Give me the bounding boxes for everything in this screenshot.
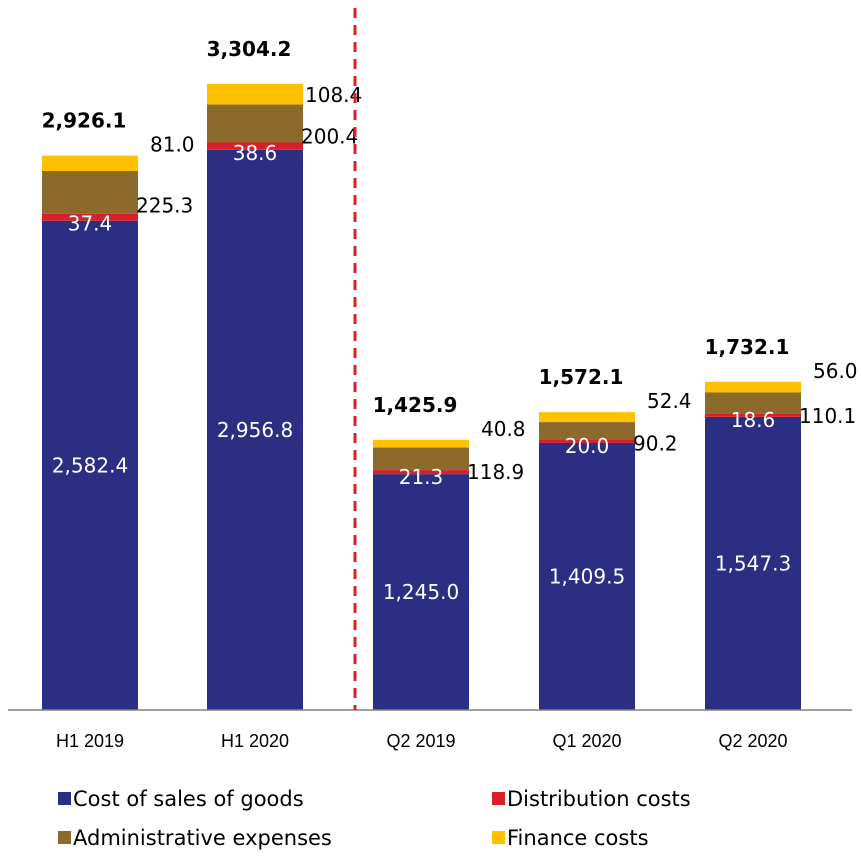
legend-label-1: Cost of sales of goods (73, 787, 304, 811)
bar-segment-4-5 (705, 381, 801, 393)
data-label-distribution: 21.3 (399, 465, 444, 489)
data-label-finance: 52.4 (647, 389, 692, 413)
bar-segment-3-5 (705, 392, 801, 414)
data-label-administrative: 200.4 (301, 125, 358, 149)
x-tick-label: H1 2020 (221, 731, 289, 751)
data-label-finance: 40.8 (481, 417, 526, 441)
bar-segment-4-1 (42, 155, 138, 171)
bar-segment-2-2 (207, 142, 303, 150)
bar-segment-2-4 (539, 439, 635, 443)
total-label: 1,425.9 (373, 393, 458, 417)
legend-label-2: Distribution costs (507, 787, 691, 811)
bar-segment-1-1 (42, 220, 138, 711)
total-label: 2,926.1 (42, 109, 127, 133)
bar-segment-1-4 (539, 442, 635, 710)
legend-label-4: Finance costs (507, 826, 649, 850)
bar-segment-2-1 (42, 213, 138, 221)
data-label-distribution: 37.4 (68, 212, 113, 236)
bar-segment-3-3 (373, 447, 469, 471)
x-tick-label: H1 2019 (56, 731, 124, 751)
legend-swatch-4 (492, 831, 505, 844)
data-label-administrative: 90.2 (633, 432, 678, 456)
data-label-cost-of-sales: 2,956.8 (217, 418, 293, 442)
bar-segment-1-5 (705, 416, 801, 710)
bar-segment-2-5 (705, 413, 801, 417)
data-label-distribution: 20.0 (565, 434, 610, 458)
bar-segment-3-1 (42, 170, 138, 214)
x-tick-label: Q2 2019 (386, 731, 455, 751)
legend-swatch-3 (58, 831, 71, 844)
x-tick-label: Q2 2020 (718, 731, 787, 751)
legend-swatch-1 (58, 792, 71, 805)
data-label-cost-of-sales: 1,547.3 (715, 551, 791, 575)
data-label-administrative: 225.3 (136, 193, 193, 217)
bar-segment-1-2 (207, 149, 303, 710)
data-label-finance: 81.0 (150, 133, 195, 157)
data-label-distribution: 18.6 (731, 408, 776, 432)
data-label-cost-of-sales: 1,245.0 (383, 580, 459, 604)
x-tick-label: Q1 2020 (552, 731, 621, 751)
legend-label-3: Administrative expenses (73, 826, 332, 850)
bar-segment-2-3 (373, 470, 469, 475)
bar-segment-3-4 (539, 422, 635, 440)
total-label: 3,304.2 (207, 37, 292, 61)
total-label: 1,572.1 (539, 365, 624, 389)
bar-segment-4-2 (207, 84, 303, 105)
data-label-finance: 56.0 (813, 359, 858, 383)
bar-segment-3-2 (207, 104, 303, 143)
data-label-finance: 108.4 (305, 83, 362, 107)
data-label-cost-of-sales: 2,582.4 (52, 453, 128, 477)
total-label: 1,732.1 (705, 335, 790, 359)
data-label-distribution: 38.6 (233, 141, 278, 165)
data-label-cost-of-sales: 1,409.5 (549, 564, 625, 588)
bar-segment-1-3 (373, 474, 469, 710)
data-label-administrative: 110.1 (799, 404, 856, 428)
bar-segment-4-4 (539, 412, 635, 423)
bar-segment-4-3 (373, 439, 469, 448)
data-label-administrative: 118.9 (467, 460, 524, 484)
legend-swatch-2 (492, 792, 505, 805)
